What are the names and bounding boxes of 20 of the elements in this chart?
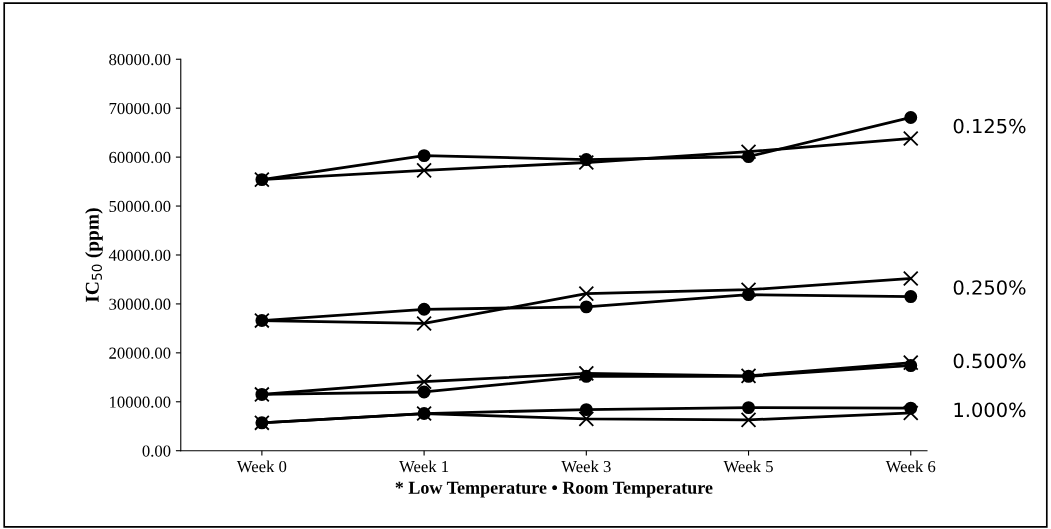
annotation: 1.000%: [954, 402, 1026, 418]
x-tick-label: Week 1: [399, 460, 449, 473]
y-tick-label: 60000.00: [109, 151, 171, 164]
y-tick-label: 0.00: [142, 445, 171, 457]
y-tick-label: 20000.00: [109, 347, 171, 359]
x-tick-label: Week 0: [236, 460, 287, 473]
annotation: 0.250%: [953, 280, 1026, 295]
y-tick-label: 70000.00: [109, 102, 171, 115]
x-axis-title: * Low Temperature • Room Temperature: [395, 481, 713, 498]
y-tick-label: 40000.00: [108, 249, 171, 261]
y-tick-label: 30000.00: [109, 298, 171, 310]
y-axis-title: IC$_{50}$ (ppm): [85, 208, 103, 303]
y-tick-label: 10000.00: [110, 396, 171, 408]
x-tick-label: Week 3: [561, 460, 611, 473]
annotation: 0.500%: [953, 353, 1026, 369]
y-tick-label: 50000.00: [109, 200, 171, 213]
x-tick-label: Week 6: [885, 460, 936, 473]
x-tick-label: Week 5: [723, 460, 773, 473]
annotation: 0.125%: [953, 118, 1026, 134]
y-tick-label: 80000.00: [109, 53, 171, 66]
